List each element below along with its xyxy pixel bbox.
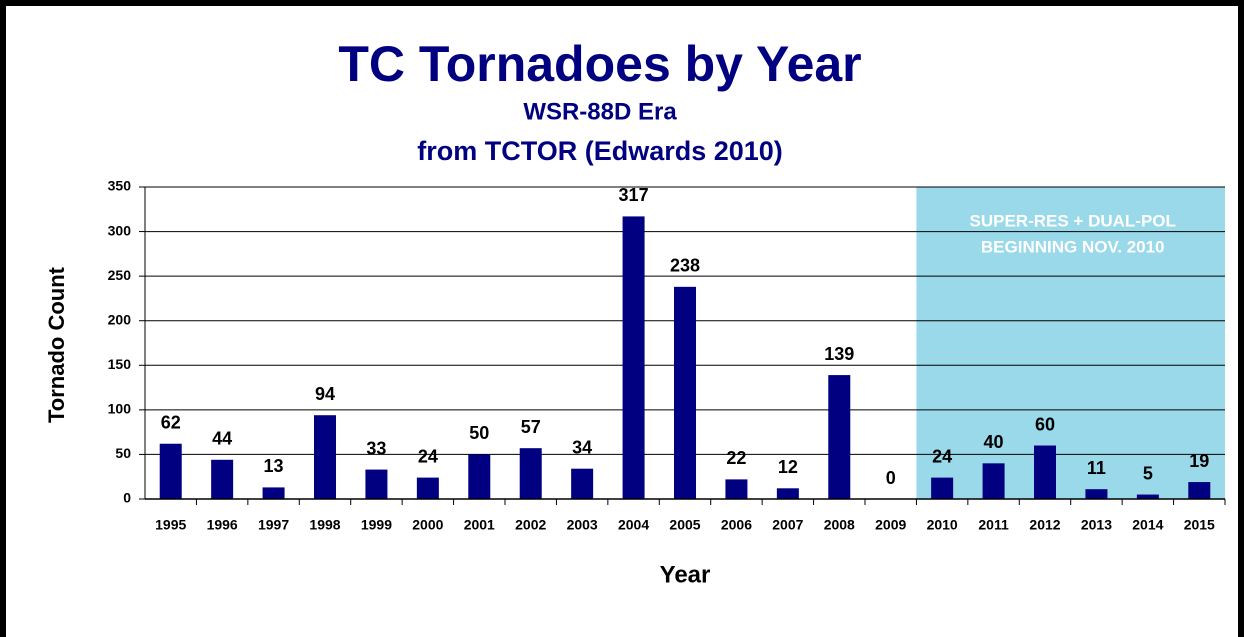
chart-subtitle: WSR-88D Era — [523, 98, 677, 125]
bar — [931, 477, 954, 499]
data-label: 34 — [572, 437, 592, 457]
y-axis-label: Tornado Count — [44, 266, 69, 423]
bar — [776, 488, 799, 499]
x-tick-label: 2002 — [515, 517, 546, 533]
bar — [211, 459, 234, 499]
x-tick-label: 1997 — [258, 517, 289, 533]
data-label: 50 — [469, 423, 489, 443]
bar — [1085, 489, 1108, 499]
y-tick-label: 100 — [108, 401, 132, 417]
y-tick-label: 300 — [108, 222, 132, 238]
data-label: 13 — [264, 456, 284, 476]
bar — [416, 477, 439, 499]
x-tick-label: 2015 — [1184, 517, 1215, 533]
bar — [262, 487, 285, 499]
bar — [314, 415, 336, 499]
x-tick-label: 2005 — [669, 517, 700, 533]
x-tick-label: 2013 — [1081, 517, 1112, 533]
x-tick-label: 1998 — [309, 517, 340, 533]
x-tick-label: 2000 — [412, 517, 443, 533]
chart-subtitle: from TCTOR (Edwards 2010) — [417, 136, 783, 166]
data-label: 19 — [1189, 451, 1209, 471]
x-tick-label: 2010 — [927, 517, 958, 533]
bar — [1034, 445, 1056, 499]
data-label: 33 — [366, 438, 386, 458]
data-label: 60 — [1035, 414, 1055, 434]
x-tick-label: 2001 — [464, 517, 495, 533]
data-label: 238 — [670, 256, 700, 276]
x-tick-label: 2006 — [721, 517, 752, 533]
data-label: 94 — [315, 384, 335, 404]
bar — [622, 216, 645, 499]
bar — [571, 468, 594, 499]
x-tick-label: 2012 — [1029, 517, 1060, 533]
bar — [159, 443, 182, 499]
highlight-annotation: SUPER-RES + DUAL-POL — [970, 211, 1176, 230]
data-label: 24 — [932, 446, 952, 466]
x-tick-label: 2014 — [1132, 517, 1163, 533]
highlight-region — [916, 187, 1225, 499]
y-tick-label: 150 — [108, 356, 132, 372]
bar — [725, 479, 748, 499]
bar — [1188, 482, 1211, 499]
x-tick-label: 2004 — [618, 517, 649, 533]
data-label: 24 — [418, 446, 438, 466]
bar — [519, 448, 542, 499]
y-tick-label: 350 — [108, 178, 132, 194]
x-tick-label: 1999 — [361, 517, 392, 533]
data-label: 12 — [778, 457, 798, 477]
bar — [468, 454, 491, 499]
data-label: 317 — [619, 185, 649, 205]
bar — [828, 375, 851, 499]
x-axis-label: Year — [660, 561, 711, 588]
x-tick-label: 2008 — [824, 517, 855, 533]
bar — [982, 463, 1005, 499]
bar — [674, 286, 696, 499]
data-label: 44 — [212, 429, 232, 449]
data-label: 11 — [1087, 458, 1106, 478]
data-label: 5 — [1143, 463, 1153, 483]
x-tick-label: 2011 — [978, 517, 1009, 533]
data-label: 22 — [726, 448, 746, 468]
x-tick-label: 1996 — [207, 517, 238, 533]
bar — [1136, 494, 1159, 499]
data-label: 40 — [984, 432, 1004, 452]
data-label: 0 — [886, 468, 896, 488]
x-tick-label: 1995 — [155, 517, 186, 533]
x-tick-label: 2003 — [567, 517, 598, 533]
x-tick-label: 2009 — [875, 517, 906, 533]
x-tick-label: 2007 — [772, 517, 803, 533]
data-label: 57 — [521, 417, 541, 437]
data-label: 62 — [161, 412, 181, 432]
y-tick-label: 250 — [108, 267, 132, 283]
y-tick-label: 0 — [123, 490, 131, 506]
y-tick-label: 50 — [115, 445, 131, 461]
chart-title: TC Tornadoes by Year — [338, 36, 861, 92]
data-label: 139 — [824, 344, 854, 364]
highlight-annotation: BEGINNING NOV. 2010 — [981, 237, 1165, 256]
bar — [365, 469, 388, 499]
y-tick-label: 200 — [108, 311, 132, 327]
